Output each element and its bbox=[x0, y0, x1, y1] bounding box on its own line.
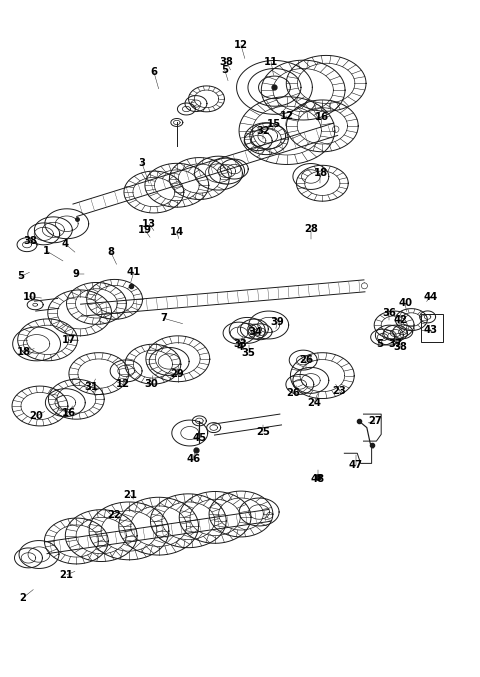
Text: 17: 17 bbox=[61, 335, 76, 345]
Text: 44: 44 bbox=[423, 292, 438, 302]
Text: 42: 42 bbox=[393, 315, 408, 324]
Text: 29: 29 bbox=[170, 368, 184, 378]
Text: 31: 31 bbox=[84, 382, 98, 392]
Text: 21: 21 bbox=[123, 490, 137, 500]
Text: 5: 5 bbox=[17, 271, 24, 282]
Text: 14: 14 bbox=[170, 227, 184, 237]
Text: 37: 37 bbox=[389, 339, 402, 349]
Text: 45: 45 bbox=[192, 433, 206, 443]
Text: 10: 10 bbox=[23, 292, 36, 302]
Text: 25: 25 bbox=[256, 427, 270, 437]
Text: 9: 9 bbox=[73, 269, 80, 280]
Text: 30: 30 bbox=[144, 379, 158, 389]
Text: 15: 15 bbox=[266, 119, 281, 129]
Text: 8: 8 bbox=[107, 247, 114, 257]
Text: 7: 7 bbox=[160, 313, 167, 323]
Text: 13: 13 bbox=[142, 219, 156, 229]
Text: 43: 43 bbox=[423, 326, 437, 335]
Text: 6: 6 bbox=[150, 67, 157, 77]
Text: 16: 16 bbox=[61, 408, 76, 418]
Text: 4: 4 bbox=[62, 239, 69, 249]
Text: 35: 35 bbox=[241, 349, 255, 358]
Text: 48: 48 bbox=[311, 474, 324, 484]
Text: 41: 41 bbox=[127, 267, 141, 278]
Bar bbox=[421, 314, 443, 342]
Text: 18: 18 bbox=[17, 347, 31, 357]
Text: 28: 28 bbox=[304, 224, 318, 234]
Text: 26: 26 bbox=[299, 355, 313, 365]
Text: 18: 18 bbox=[313, 168, 327, 178]
Text: 38: 38 bbox=[394, 342, 407, 351]
Text: 12: 12 bbox=[234, 40, 248, 50]
Text: 34: 34 bbox=[248, 327, 262, 336]
Text: 4: 4 bbox=[237, 343, 243, 352]
Text: 47: 47 bbox=[349, 460, 363, 471]
Text: 32: 32 bbox=[256, 126, 270, 135]
Text: 20: 20 bbox=[30, 411, 44, 421]
Text: 16: 16 bbox=[315, 112, 329, 122]
Text: 3: 3 bbox=[138, 158, 145, 168]
Text: 33: 33 bbox=[233, 339, 247, 349]
Text: 22: 22 bbox=[108, 510, 121, 521]
Text: 40: 40 bbox=[398, 299, 412, 309]
Text: 21: 21 bbox=[60, 570, 74, 580]
Text: 12: 12 bbox=[116, 379, 130, 389]
Text: 5: 5 bbox=[376, 339, 383, 349]
Text: 39: 39 bbox=[270, 317, 284, 326]
Text: 38: 38 bbox=[220, 57, 234, 67]
Text: 36: 36 bbox=[383, 308, 396, 318]
Text: 46: 46 bbox=[186, 454, 200, 464]
Text: 12: 12 bbox=[280, 111, 294, 121]
Text: 38: 38 bbox=[24, 236, 37, 246]
Text: 24: 24 bbox=[307, 397, 321, 408]
Text: 23: 23 bbox=[333, 386, 347, 396]
Text: 1: 1 bbox=[43, 246, 50, 256]
Text: 19: 19 bbox=[138, 225, 152, 236]
Text: 26: 26 bbox=[287, 387, 300, 397]
Text: 11: 11 bbox=[264, 57, 278, 67]
Text: 5: 5 bbox=[221, 65, 228, 75]
Text: 27: 27 bbox=[368, 416, 382, 426]
Text: 2: 2 bbox=[19, 594, 25, 603]
